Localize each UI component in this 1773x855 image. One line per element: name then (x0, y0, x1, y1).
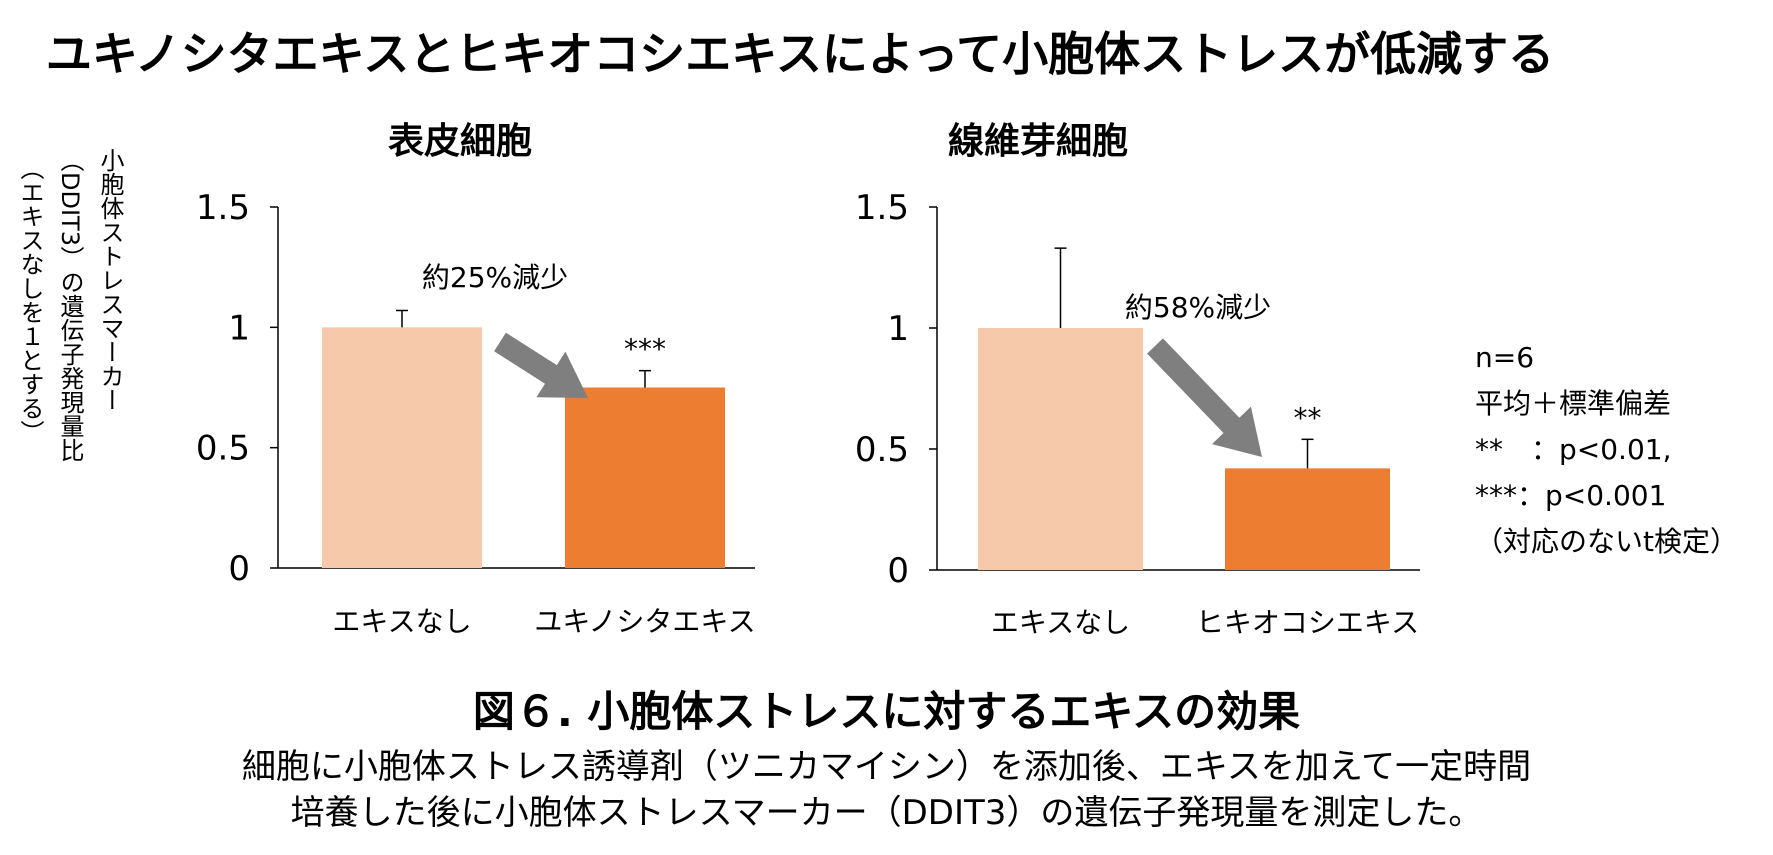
y-axis-label-line1: 小胞体ストレスマーカー (96, 148, 124, 412)
y-axis-label-line2: （DDIT3）の遺伝子発現量比 (56, 148, 84, 462)
description-line2: 培養した後に小胞体ストレスマーカー（DDIT3）の遺伝子発現量を測定した。 (290, 793, 1483, 833)
category-label-0-0: エキスなし (332, 605, 471, 638)
y-tick-label-1-2: 0.5 (855, 430, 909, 470)
legend-p3: ***：p<0.001 (1475, 479, 1667, 512)
legend-n: n=6 (1475, 341, 1535, 374)
significance-label-1-1: ** (1294, 401, 1322, 434)
legend-p2: ** ：p<0.01, (1475, 433, 1672, 466)
y-axis-label: 小胞体ストレスマーカー （DDIT3）の遺伝子発現量比 （エキスなしを１とする） (10, 148, 130, 568)
category-label-1-0: エキスなし (991, 606, 1130, 639)
y-tick-label-0-0: 1.5 (196, 188, 250, 228)
reduction-annotation-1: 約58%減少 (1125, 291, 1271, 324)
y-tick-label-0-2: 0.5 (196, 429, 250, 469)
category-label-0-1: ユキノシタエキス (534, 605, 755, 638)
significance-label-0-1: *** (624, 333, 666, 366)
legend-stats: n=6 平均＋標準偏差 ** ：p<0.01, ***：p<0.001 （対応の… (1475, 335, 1738, 565)
bar-1-0 (978, 328, 1143, 570)
y-tick-label-0-3: 0 (228, 549, 250, 589)
page-title: ユキノシタエキスとヒキオコシエキスによって小胞体ストレスが低減する (45, 27, 1555, 81)
y-tick-label-1-0: 1.5 (855, 188, 909, 228)
y-tick-label-1-3: 0 (887, 551, 909, 591)
chart-title-fibroblast: 線維芽細胞 (947, 121, 1128, 162)
legend-test: （対応のないt検定） (1475, 525, 1738, 558)
bar-1-1 (1225, 468, 1390, 570)
category-label-1-1: ヒキオコシエキス (1196, 606, 1419, 639)
figure-caption: 図６. 小胞体ストレスに対するエキスの効果 (472, 687, 1301, 736)
bar-0-1 (565, 387, 725, 568)
y-axis-label-line3: （エキスなしを１とする） (16, 156, 44, 444)
bar-0-0 (322, 327, 482, 568)
description-line1: 細胞に小胞体ストレス誘導剤（ツニカマイシン）を添加後、エキスを加えて一定時間 (241, 747, 1532, 787)
legend-stat: 平均＋標準偏差 (1475, 387, 1672, 420)
decrease-arrow-1 (1147, 338, 1262, 457)
y-tick-label-1-1: 1 (887, 309, 909, 349)
figure-description: 細胞に小胞体ストレス誘導剤（ツニカマイシン）を添加後、エキスを加えて一定時間 培… (0, 744, 1773, 836)
chart-title-epidermal: 表皮細胞 (387, 121, 532, 162)
reduction-annotation-0: 約25%減少 (422, 261, 568, 294)
y-tick-label-0-1: 1 (228, 308, 250, 348)
decrease-arrow-0 (494, 332, 588, 398)
